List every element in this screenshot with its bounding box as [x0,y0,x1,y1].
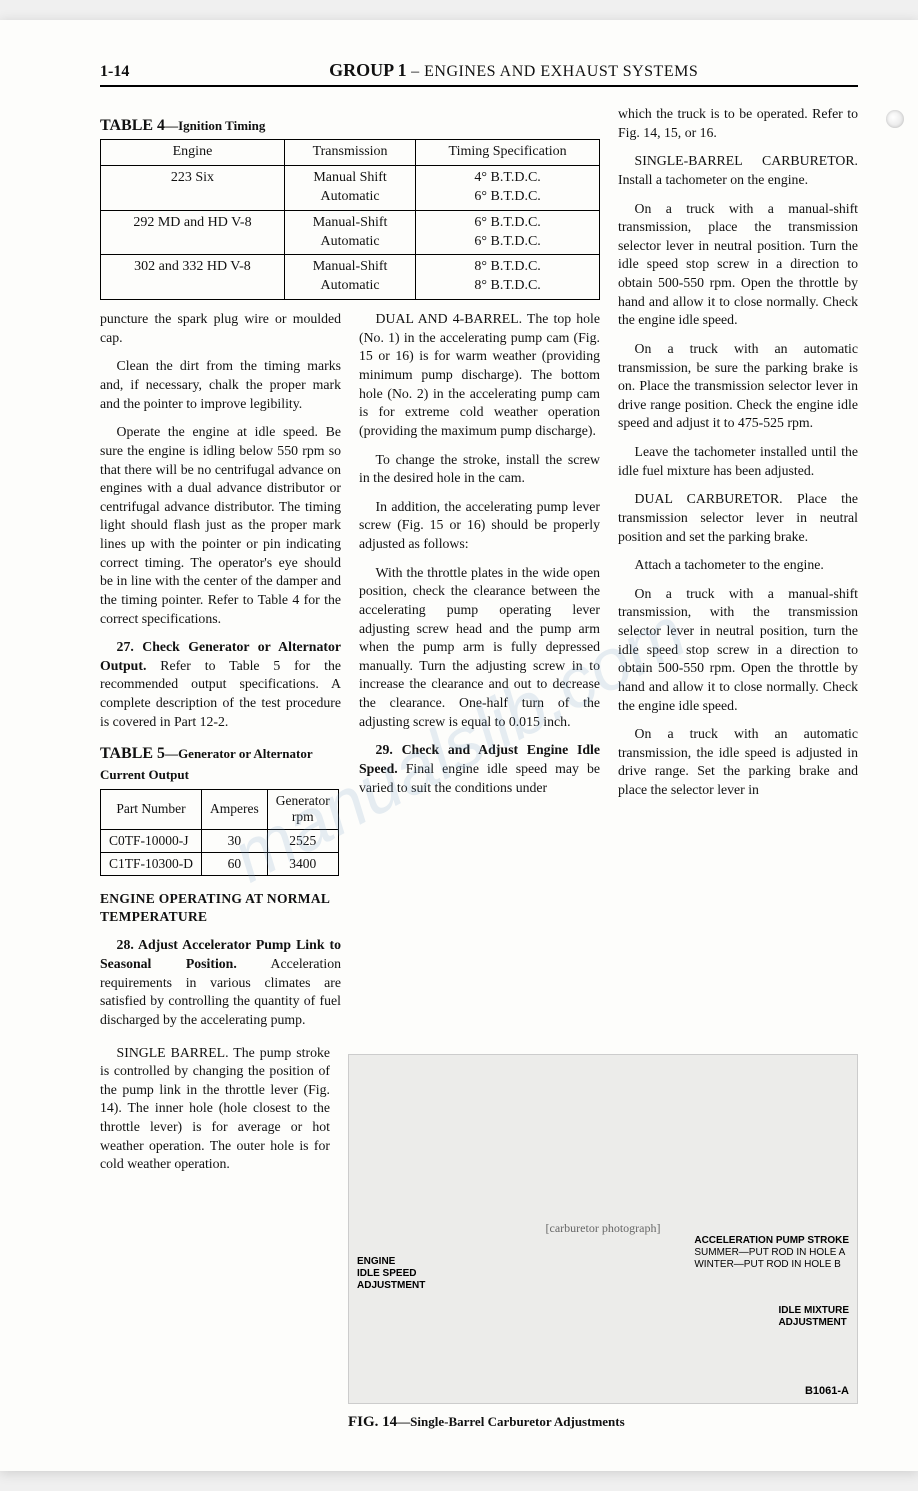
fig-caption-big: FIG. 14 [348,1414,397,1430]
table5-title: TABLE 5—Generator or Alternator Current … [100,743,341,785]
group-title: GROUP 1 – ENGINES AND EXHAUST SYSTEMS [169,60,858,81]
figure-image: [carburetor photograph] ENGINE IDLE SPEE… [348,1054,858,1404]
para: With the throttle plates in the wide ope… [359,564,600,732]
para: DUAL AND 4-BARREL. The top hole (No. 1) … [359,310,600,440]
figure-container: [carburetor photograph] ENGINE IDLE SPEE… [348,1054,858,1431]
fig-caption-sub: —Single-Barrel Carburetor Adjustments [397,1414,625,1429]
column-2: DUAL AND 4-BARREL. The top hole (No. 1) … [359,310,600,1039]
cell: Manual-Shift Automatic [284,210,415,255]
table5: Part Number Amperes Generator rpm C0TF-1… [100,789,339,876]
cell: 3400 [267,852,338,875]
cell: C1TF-10300-D [101,852,202,875]
fig-label-engine-idle: ENGINE IDLE SPEED ADJUSTMENT [357,1256,425,1292]
group-rest: – ENGINES AND EXHAUST SYSTEMS [411,63,698,80]
cell: 6° B.T.D.C. 6° B.T.D.C. [416,210,600,255]
cell: 4° B.T.D.C. 6° B.T.D.C. [416,165,600,210]
th-rpm: Generator rpm [267,790,338,829]
th-engine: Engine [101,140,285,166]
cell: 292 MD and HD V-8 [101,210,285,255]
fig-label-line: ACCELERATION PUMP STROKE [694,1235,849,1247]
table4-title: TABLE 4—Ignition Timing [100,117,600,135]
table4-title-big: TABLE 4 [100,117,165,134]
para: SINGLE-BARREL CARBURETOR. Install a tach… [618,152,858,189]
table-row: C0TF-10000-J 30 2525 [101,829,339,852]
page: manualslib.com 1-14 GROUP 1 – ENGINES AN… [0,20,918,1471]
para: Clean the dirt from the timing marks and… [100,357,341,413]
para: On a truck with an automatic transmissio… [618,725,858,800]
cell: 223 Six [101,165,285,210]
para: In addition, the accelerating pump lever… [359,498,600,554]
table-header-row: Part Number Amperes Generator rpm [101,790,339,829]
column-1: puncture the spark plug wire or moulded … [100,310,341,1039]
para: To change the stroke, install the screw … [359,451,600,488]
th-amperes: Amperes [202,790,268,829]
figure-caption: FIG. 14—Single-Barrel Carburetor Adjustm… [348,1414,858,1431]
two-columns: puncture the spark plug wire or moulded … [100,310,600,1039]
para: Leave the tachometer installed until the… [618,443,858,480]
para: 29. Check and Adjust Engine Idle Speed. … [359,741,600,797]
para: Attach a tachometer to the engine. [618,556,858,575]
para: DUAL CARBURETOR. Place the transmission … [618,490,858,546]
table-row: 223 Six Manual Shift Automatic 4° B.T.D.… [101,165,600,210]
table5-title-big: TABLE 5 [100,745,165,762]
table-row: 292 MD and HD V-8 Manual-Shift Automatic… [101,210,600,255]
column-3: which the truck is to be operated. Refer… [618,105,858,1040]
cell: Manual-Shift Automatic [284,255,415,300]
th-transmission: Transmission [284,140,415,166]
para: On a truck with a manual-shift transmiss… [618,585,858,715]
figure-14: [carburetor photograph] ENGINE IDLE SPEE… [348,1044,858,1431]
page-number: 1-14 [100,63,129,81]
table4: Engine Transmission Timing Specification… [100,139,600,300]
top-region: TABLE 4—Ignition Timing Engine Transmiss… [100,105,858,1040]
fig-label-idle-mixture: IDLE MIXTURE ADJUSTMENT [778,1305,849,1329]
fig-label-line: SUMMER—PUT ROD IN HOLE A [694,1247,849,1259]
para: 27. Check Generator or Alternator Output… [100,638,341,731]
fig-label-accel-pump: ACCELERATION PUMP STROKE SUMMER—PUT ROD … [694,1235,849,1271]
para: Operate the engine at idle speed. Be sur… [100,423,341,628]
para: 28. Adjust Accelerator Pump Link to Seas… [100,936,341,1029]
cell: C0TF-10000-J [101,829,202,852]
table-row: C1TF-10300-D 60 3400 [101,852,339,875]
para: puncture the spark plug wire or moulded … [100,310,341,347]
cell: 30 [202,829,268,852]
cell: 2525 [267,829,338,852]
lower-region: SINGLE BARREL. The pump stroke is contro… [100,1044,858,1431]
left-two-thirds: TABLE 4—Ignition Timing Engine Transmiss… [100,105,600,1040]
cell: Manual Shift Automatic [284,165,415,210]
fig-code: B1061-A [805,1385,849,1397]
group-bold: GROUP 1 [329,60,407,80]
para: which the truck is to be operated. Refer… [618,105,858,142]
cell: 302 and 332 HD V-8 [101,255,285,300]
column-1-continued: SINGLE BARREL. The pump stroke is contro… [100,1044,330,1431]
page-header: 1-14 GROUP 1 – ENGINES AND EXHAUST SYSTE… [100,60,858,87]
th-part: Part Number [101,790,202,829]
cell: 60 [202,852,268,875]
cell: 8° B.T.D.C. 8° B.T.D.C. [416,255,600,300]
para: On a truck with an automatic transmissio… [618,340,858,433]
para: SINGLE BARREL. The pump stroke is contro… [100,1044,330,1174]
table-row: 302 and 332 HD V-8 Manual-Shift Automati… [101,255,600,300]
figure-placeholder: [carburetor photograph] [546,1221,661,1236]
table4-title-sub: —Ignition Timing [165,118,265,133]
binder-hole [886,110,904,128]
fig-label-line: WINTER—PUT ROD IN HOLE B [694,1259,849,1271]
para: On a truck with a manual-shift transmiss… [618,200,858,330]
engine-operating-head: ENGINE OPERATING AT NORMAL TEMPERATURE [100,890,341,926]
th-timing: Timing Specification [416,140,600,166]
table-header-row: Engine Transmission Timing Specification [101,140,600,166]
